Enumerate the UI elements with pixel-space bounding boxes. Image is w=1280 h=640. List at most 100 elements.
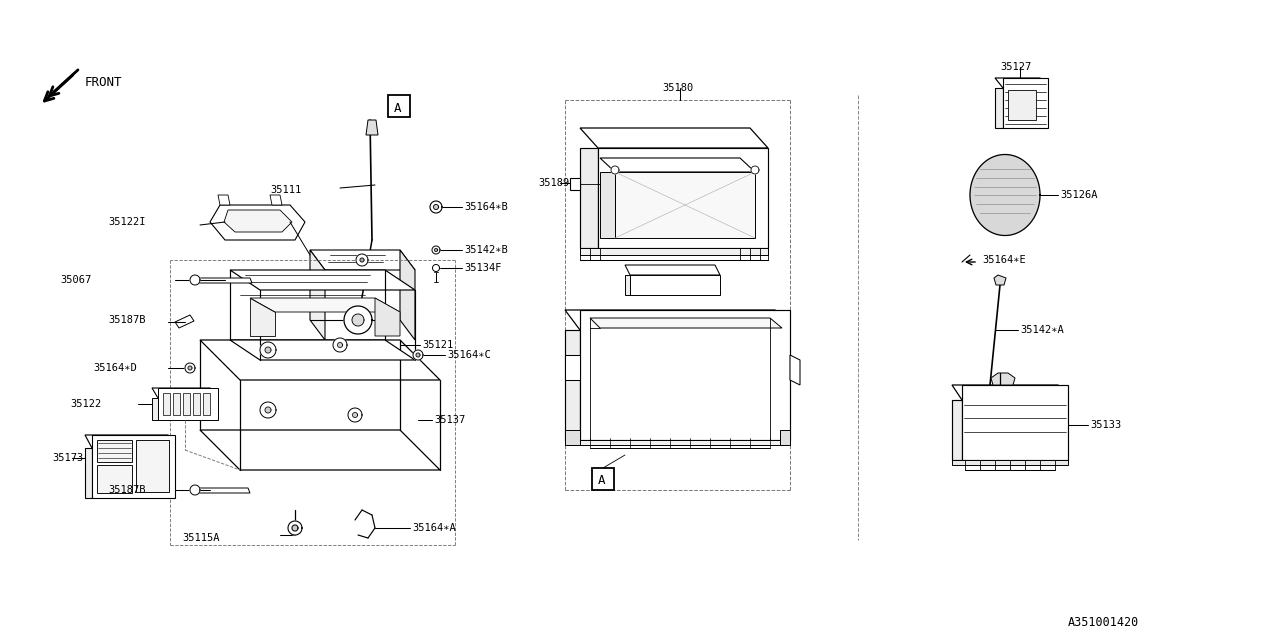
Bar xyxy=(1009,90,1036,120)
Polygon shape xyxy=(189,485,200,495)
Polygon shape xyxy=(292,525,298,531)
Polygon shape xyxy=(625,265,719,275)
Polygon shape xyxy=(413,350,422,360)
Polygon shape xyxy=(780,430,790,445)
Text: 35187B: 35187B xyxy=(108,485,146,495)
Polygon shape xyxy=(434,205,439,209)
Text: 35121: 35121 xyxy=(422,340,453,350)
Polygon shape xyxy=(356,254,369,266)
Polygon shape xyxy=(218,195,230,205)
Polygon shape xyxy=(200,430,440,470)
Polygon shape xyxy=(175,315,195,328)
Polygon shape xyxy=(186,363,195,373)
Polygon shape xyxy=(224,210,292,232)
Polygon shape xyxy=(360,258,364,262)
Polygon shape xyxy=(970,154,1039,236)
Bar xyxy=(173,393,180,415)
Text: 35164∗B: 35164∗B xyxy=(465,202,508,212)
Text: 35122: 35122 xyxy=(70,399,101,409)
Bar xyxy=(97,465,132,493)
Text: 35180: 35180 xyxy=(662,83,694,93)
Text: 35164∗A: 35164∗A xyxy=(412,523,456,533)
Polygon shape xyxy=(375,298,399,336)
Polygon shape xyxy=(366,120,378,135)
Polygon shape xyxy=(790,355,800,385)
Text: 35187B: 35187B xyxy=(108,315,146,325)
Bar xyxy=(591,468,614,490)
Polygon shape xyxy=(188,366,192,370)
Polygon shape xyxy=(338,342,343,348)
Text: 35067: 35067 xyxy=(60,275,91,285)
Text: 35189: 35189 xyxy=(538,178,570,188)
Polygon shape xyxy=(260,342,276,358)
Polygon shape xyxy=(598,148,768,248)
Text: 35142∗B: 35142∗B xyxy=(465,245,508,255)
Polygon shape xyxy=(963,385,1068,460)
Text: 35126A: 35126A xyxy=(1060,190,1097,200)
Polygon shape xyxy=(265,347,271,353)
Text: 35142∗A: 35142∗A xyxy=(1020,325,1064,335)
Polygon shape xyxy=(995,88,1004,128)
Bar xyxy=(136,440,169,492)
Text: 35164∗E: 35164∗E xyxy=(982,255,1025,265)
Bar xyxy=(183,393,189,415)
Polygon shape xyxy=(250,298,275,336)
Polygon shape xyxy=(995,78,1048,88)
Text: FRONT: FRONT xyxy=(84,77,123,90)
Text: 35133: 35133 xyxy=(1091,420,1121,430)
Polygon shape xyxy=(564,355,580,380)
Bar xyxy=(204,393,210,415)
Polygon shape xyxy=(348,408,362,422)
Polygon shape xyxy=(265,407,271,413)
Polygon shape xyxy=(344,306,372,334)
Text: 35137: 35137 xyxy=(434,415,465,425)
Polygon shape xyxy=(991,373,1015,385)
Polygon shape xyxy=(195,278,252,283)
Bar xyxy=(193,393,200,415)
Text: 35115A: 35115A xyxy=(183,533,220,543)
Polygon shape xyxy=(614,172,755,238)
Text: 35173: 35173 xyxy=(52,453,83,463)
Polygon shape xyxy=(200,340,440,380)
Polygon shape xyxy=(84,448,92,498)
Polygon shape xyxy=(625,275,630,295)
Bar xyxy=(388,95,410,117)
Polygon shape xyxy=(195,488,250,493)
Polygon shape xyxy=(230,270,415,290)
Polygon shape xyxy=(564,430,580,445)
Bar xyxy=(163,393,170,415)
Polygon shape xyxy=(92,435,175,498)
Polygon shape xyxy=(564,330,580,440)
Text: A351001420: A351001420 xyxy=(1068,616,1139,628)
Polygon shape xyxy=(288,521,302,535)
Polygon shape xyxy=(230,340,415,360)
Polygon shape xyxy=(399,250,415,340)
Polygon shape xyxy=(310,250,325,340)
Polygon shape xyxy=(270,195,282,205)
Polygon shape xyxy=(952,385,1068,400)
Polygon shape xyxy=(952,400,963,460)
Polygon shape xyxy=(430,201,442,213)
Polygon shape xyxy=(1004,78,1048,128)
Polygon shape xyxy=(580,248,768,255)
Polygon shape xyxy=(611,166,620,174)
Polygon shape xyxy=(590,318,782,328)
Polygon shape xyxy=(580,310,790,440)
Text: 35122I: 35122I xyxy=(108,217,146,227)
Bar xyxy=(97,440,132,462)
Text: 35164∗C: 35164∗C xyxy=(447,350,490,360)
Polygon shape xyxy=(352,413,357,417)
Text: A: A xyxy=(394,102,402,115)
Polygon shape xyxy=(995,275,1006,285)
Polygon shape xyxy=(580,128,768,148)
Polygon shape xyxy=(751,166,759,174)
Polygon shape xyxy=(189,275,200,285)
Polygon shape xyxy=(952,460,1068,465)
Polygon shape xyxy=(564,440,790,445)
Polygon shape xyxy=(434,248,438,252)
Polygon shape xyxy=(352,314,364,326)
Polygon shape xyxy=(152,388,218,398)
Polygon shape xyxy=(630,275,719,295)
Polygon shape xyxy=(600,172,614,238)
Polygon shape xyxy=(260,402,276,418)
